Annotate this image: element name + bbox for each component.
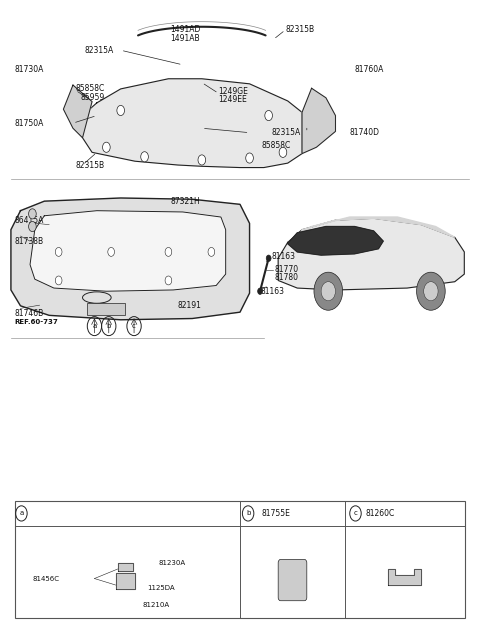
Circle shape (246, 153, 253, 163)
Circle shape (103, 142, 110, 152)
Text: b: b (246, 510, 250, 517)
Text: 86415A: 86415A (15, 216, 44, 225)
Circle shape (117, 105, 124, 115)
Bar (15, 501, 465, 618)
FancyBboxPatch shape (278, 559, 307, 601)
Text: 82315B: 82315B (75, 161, 105, 169)
Circle shape (165, 247, 172, 256)
Circle shape (266, 255, 271, 261)
Circle shape (55, 276, 62, 285)
Text: 81163: 81163 (261, 287, 285, 296)
Text: 81750A: 81750A (15, 118, 44, 127)
Text: REF.60-737: REF.60-737 (15, 318, 59, 325)
Circle shape (55, 247, 62, 256)
Text: 81760A: 81760A (355, 65, 384, 74)
Text: 1125DA: 1125DA (147, 585, 175, 591)
Text: 87321H: 87321H (170, 197, 200, 206)
Circle shape (265, 110, 273, 120)
Text: 85858C: 85858C (262, 141, 291, 150)
Text: 81738B: 81738B (15, 236, 44, 246)
Text: 85959: 85959 (80, 93, 104, 103)
Text: 81163: 81163 (271, 252, 295, 261)
Text: 81780: 81780 (275, 273, 299, 282)
Bar (87, 303, 125, 315)
Circle shape (417, 272, 445, 310)
Text: 81730A: 81730A (15, 65, 44, 74)
Circle shape (141, 152, 148, 162)
Text: 1491AD: 1491AD (170, 25, 200, 34)
Circle shape (29, 222, 36, 232)
Polygon shape (63, 85, 92, 138)
Polygon shape (30, 211, 226, 291)
Polygon shape (302, 89, 336, 154)
Circle shape (258, 288, 263, 294)
Circle shape (424, 282, 438, 301)
Text: 81770: 81770 (275, 265, 299, 274)
Text: 85858C: 85858C (75, 84, 105, 93)
Text: a: a (92, 323, 96, 329)
Polygon shape (118, 563, 133, 571)
Polygon shape (278, 218, 464, 290)
Circle shape (29, 209, 36, 219)
Text: 82315B: 82315B (285, 25, 314, 34)
Text: a: a (19, 510, 24, 517)
Text: 81456C: 81456C (33, 576, 60, 582)
Polygon shape (83, 79, 302, 168)
Text: 82315A: 82315A (271, 128, 300, 137)
Text: 81740D: 81740D (350, 128, 380, 137)
Text: b: b (107, 323, 111, 329)
Text: c: c (354, 510, 358, 517)
Text: 81260C: 81260C (365, 509, 394, 518)
Text: 81210A: 81210A (142, 602, 169, 608)
Polygon shape (11, 198, 250, 320)
Circle shape (108, 247, 115, 256)
Text: 81755E: 81755E (262, 509, 290, 518)
Text: 1491AB: 1491AB (170, 34, 200, 43)
Text: 82191: 82191 (178, 301, 202, 310)
Circle shape (198, 155, 205, 165)
Circle shape (165, 276, 172, 285)
Text: 1249EE: 1249EE (218, 95, 247, 104)
Polygon shape (388, 569, 421, 585)
Circle shape (314, 272, 343, 310)
Text: 81230A: 81230A (159, 560, 186, 566)
Polygon shape (297, 217, 455, 243)
Text: 1249GE: 1249GE (218, 87, 249, 96)
Circle shape (208, 247, 215, 256)
Polygon shape (116, 573, 135, 589)
Text: c: c (132, 323, 136, 329)
Circle shape (321, 282, 336, 301)
Text: 82315A: 82315A (85, 46, 114, 55)
Text: 81746B: 81746B (15, 309, 44, 318)
Circle shape (279, 147, 287, 157)
Polygon shape (288, 227, 383, 255)
